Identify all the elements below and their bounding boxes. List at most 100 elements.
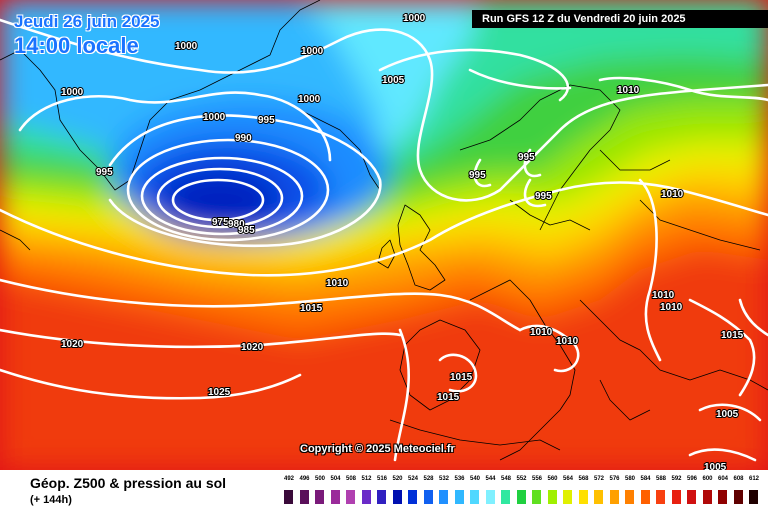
isobar-label: 995 bbox=[518, 152, 535, 163]
isobar-label: 1010 bbox=[661, 189, 684, 200]
scale-value-label: 568 bbox=[578, 476, 589, 482]
geopotential-field bbox=[0, 0, 768, 470]
color-swatch bbox=[671, 490, 681, 504]
isobar-label: 995 bbox=[535, 191, 552, 202]
color-swatch bbox=[594, 490, 603, 504]
isobar-label: 980 bbox=[228, 219, 245, 230]
map-footer: Géop. Z500 & pression au sol (+ 144h) 49… bbox=[0, 470, 768, 512]
isobar-label: 1000 bbox=[403, 13, 426, 24]
scale-value-label: 552 bbox=[516, 476, 527, 482]
color-swatch bbox=[609, 490, 619, 504]
color-swatch bbox=[625, 490, 634, 504]
scale-value-label: 596 bbox=[686, 476, 697, 482]
scale-value-label: 560 bbox=[547, 476, 558, 482]
color-swatch bbox=[361, 490, 371, 504]
color-swatch bbox=[392, 490, 402, 504]
isobar-label: 1020 bbox=[61, 339, 84, 350]
scale-value-label: 592 bbox=[671, 476, 682, 482]
scale-value-label: 608 bbox=[733, 476, 744, 482]
scale-value-label: 604 bbox=[717, 476, 728, 482]
scale-value-label: 492 bbox=[283, 476, 294, 482]
isobar-label: 1000 bbox=[301, 46, 324, 57]
color-scale-legend: 492 496 500 504 508 512 516 520 524 528 532 536 540 5… bbox=[283, 476, 759, 506]
scale-value-label: 516 bbox=[376, 476, 387, 482]
isobar-label: 1005 bbox=[382, 75, 405, 86]
scale-value-label: 572 bbox=[593, 476, 604, 482]
color-swatch bbox=[439, 490, 448, 504]
color-swatch bbox=[377, 490, 386, 504]
isobar-label: 1000 bbox=[61, 87, 84, 98]
isobar-label: 1010 bbox=[617, 85, 640, 96]
forecast-date: Jeudi 26 juin 2025 bbox=[14, 12, 160, 31]
weather-map: 1000 1000 1000 1000 1000 1000 1005 1010 995 990 99… bbox=[0, 0, 768, 470]
isobar-label: 1015 bbox=[300, 303, 323, 314]
map-canvas: 1000 1000 1000 1000 1000 1000 1005 1010 995 990 99… bbox=[0, 0, 768, 470]
isobar-label: 1025 bbox=[208, 387, 231, 398]
scale-value-label: 612 bbox=[748, 476, 759, 482]
isobar-label: 995 bbox=[469, 170, 486, 181]
isobar-label: 975 bbox=[212, 217, 229, 228]
copyright-notice: Copyright © 2025 Meteociel.fr bbox=[300, 443, 455, 455]
scale-value-label: 508 bbox=[345, 476, 356, 482]
color-swatch bbox=[718, 490, 727, 504]
scale-value-label: 588 bbox=[655, 476, 666, 482]
color-swatch bbox=[687, 490, 696, 504]
scale-value-label: 600 bbox=[702, 476, 713, 482]
color-swatch bbox=[315, 490, 324, 504]
scale-value-label: 564 bbox=[562, 476, 573, 482]
color-swatch bbox=[516, 490, 526, 504]
forecast-local-time: 14:00 locale bbox=[14, 33, 139, 58]
scale-value-label: 540 bbox=[469, 476, 480, 482]
color-swatch bbox=[578, 490, 588, 504]
color-swatch bbox=[330, 490, 340, 504]
scale-value-label: 576 bbox=[609, 476, 620, 482]
color-swatch bbox=[547, 490, 557, 504]
isobar-label: 1005 bbox=[716, 409, 739, 420]
color-swatch bbox=[733, 490, 743, 504]
scale-value-label: 536 bbox=[454, 476, 465, 482]
isobar-lines bbox=[0, 18, 768, 462]
color-swatch bbox=[299, 490, 309, 504]
color-swatch bbox=[284, 490, 293, 504]
scale-value-label: 528 bbox=[423, 476, 434, 482]
isobar-label: 985 bbox=[238, 225, 255, 236]
isobar-label: 1015 bbox=[437, 392, 460, 403]
color-swatch bbox=[423, 490, 433, 504]
isobar-label: 1000 bbox=[203, 112, 226, 123]
isobar-label: 1010 bbox=[556, 336, 579, 347]
color-swatch bbox=[454, 490, 464, 504]
color-swatch bbox=[346, 490, 355, 504]
isobar-label: 1010 bbox=[530, 327, 553, 338]
scale-value-label: 580 bbox=[624, 476, 635, 482]
scale-value-label: 504 bbox=[330, 476, 341, 482]
scale-value-label: 520 bbox=[392, 476, 403, 482]
scale-value-label: 548 bbox=[500, 476, 511, 482]
isobar-label: 1010 bbox=[660, 302, 683, 313]
isobar-label: 1000 bbox=[175, 41, 198, 52]
isobar-label: 1010 bbox=[326, 278, 349, 289]
color-swatch bbox=[749, 490, 758, 504]
scale-value-label: 584 bbox=[640, 476, 651, 482]
isobar-label: 1010 bbox=[652, 290, 675, 301]
isobar-label: 1015 bbox=[721, 330, 744, 341]
run-info-banner: Run GFS 12 Z du Vendredi 20 juin 2025 bbox=[472, 10, 768, 28]
color-swatch bbox=[408, 490, 417, 504]
scale-value-label: 524 bbox=[407, 476, 418, 482]
color-swatch bbox=[563, 490, 572, 504]
isobar-labels: 1000 1000 1000 1000 1000 1000 1005 1010 995 990 99… bbox=[60, 12, 745, 470]
isobar-label: 1000 bbox=[298, 94, 321, 105]
color-swatch bbox=[485, 490, 495, 504]
color-swatch bbox=[501, 490, 510, 504]
map-title: Géop. Z500 & pression au sol bbox=[30, 475, 227, 491]
color-swatch bbox=[470, 490, 479, 504]
isobar-label: 1015 bbox=[450, 372, 473, 383]
color-swatch bbox=[702, 490, 712, 504]
forecast-range: (+ 144h) bbox=[30, 494, 72, 506]
scale-value-label: 500 bbox=[314, 476, 325, 482]
scale-value-label: 544 bbox=[485, 476, 496, 482]
scale-value-label: 532 bbox=[438, 476, 449, 482]
isobar-label: 1020 bbox=[241, 342, 264, 353]
isobar-label: 990 bbox=[235, 133, 252, 144]
color-swatch bbox=[656, 490, 665, 504]
isobar-label: 995 bbox=[96, 167, 113, 178]
